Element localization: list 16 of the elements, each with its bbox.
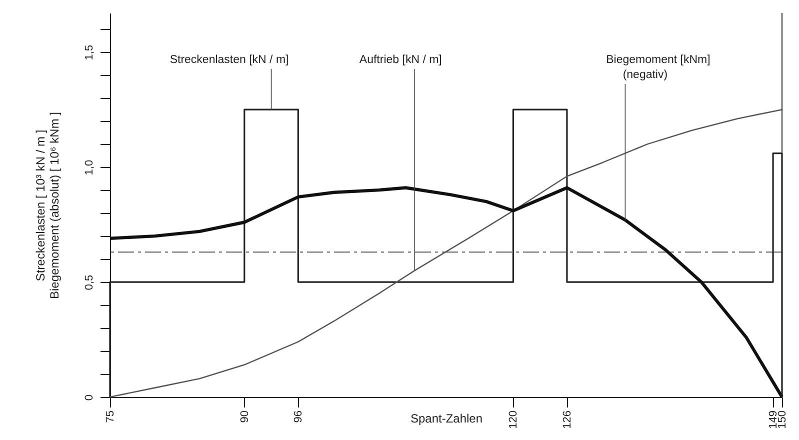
annotation: Auftrieb [kN / m] [359,54,442,66]
y-axis-title: Streckenlasten [ 10³ kN / m ] Biegemoment (absolut) [ 10⁶ kNm ] [34,112,62,300]
y-tick-label: 0,5 [84,274,96,290]
x-axis-title: Spant-Zahlen [410,412,483,426]
y-tick-label: 0 [84,394,96,401]
annotation: Biegemoment [kNm] [606,54,710,66]
y-tick-label: 1,5 [84,44,96,60]
x-tick-label: 96 [292,410,305,423]
x-tick-label: 90 [238,410,251,423]
x-tick-label: 126 [561,410,574,429]
x-tick-label: 75 [104,410,116,423]
y-tick-label: 1,0 [84,160,96,176]
annotation: Streckenlasten [kN / m] [170,54,289,66]
x-tick-label: 150 [776,410,788,429]
annotation: (negativ) [622,69,668,81]
x-tick-label: 120 [508,410,520,429]
